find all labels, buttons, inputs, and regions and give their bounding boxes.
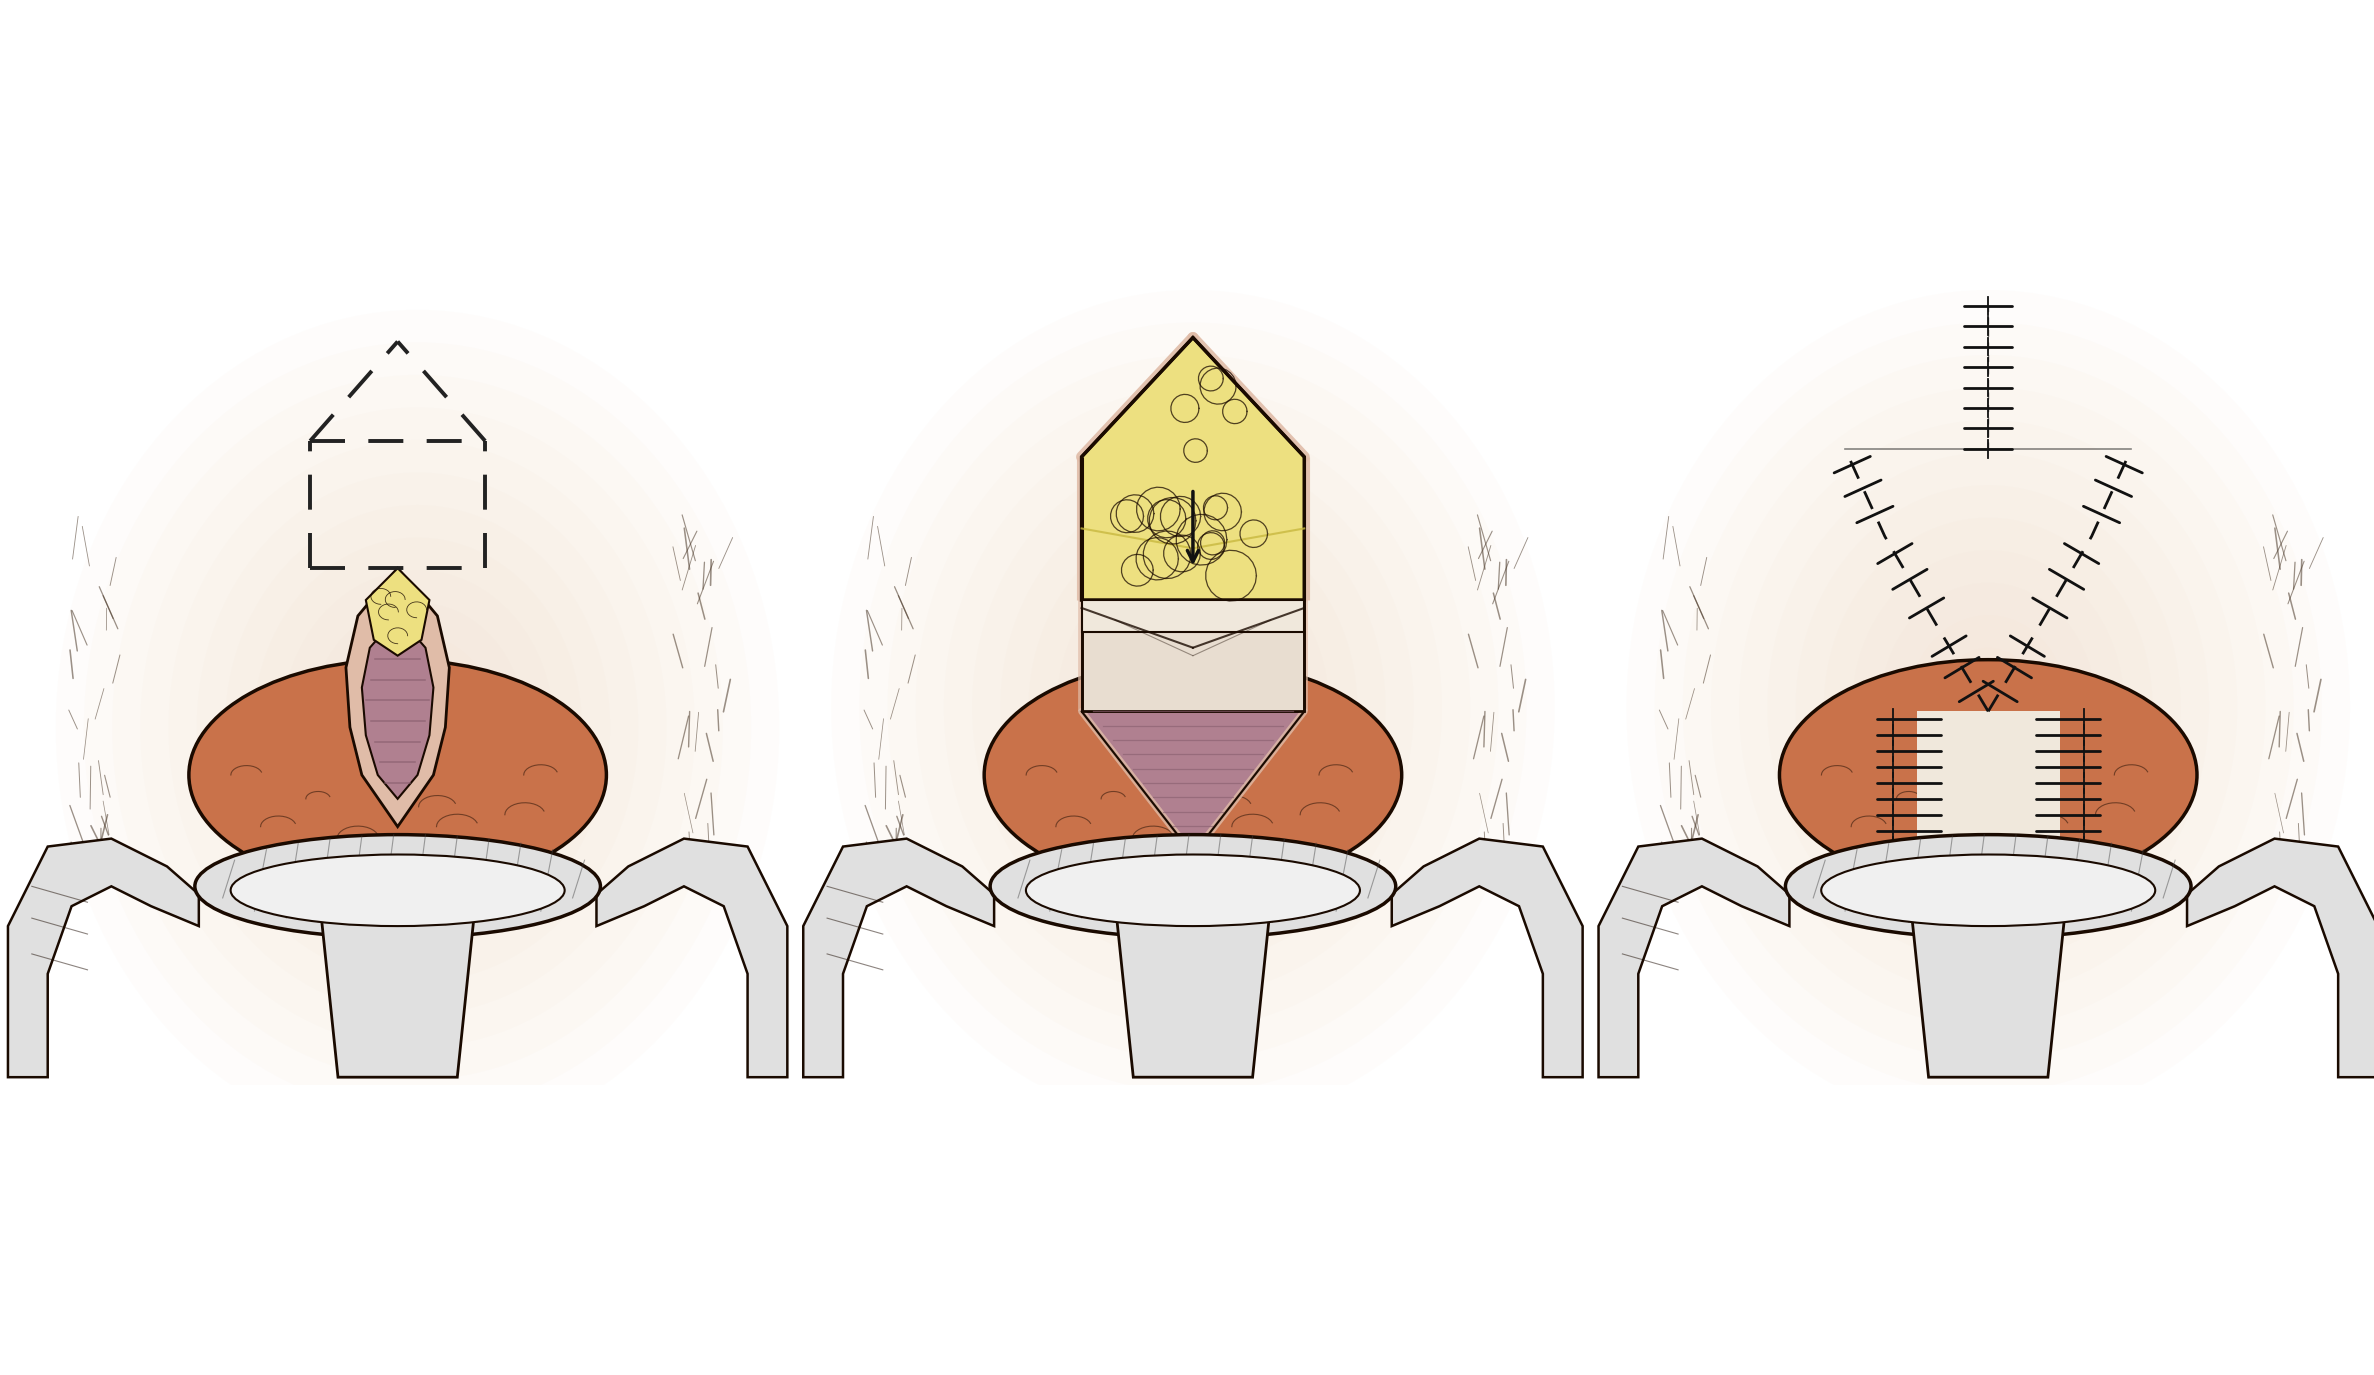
Polygon shape (1909, 887, 2068, 1077)
Polygon shape (1083, 600, 1303, 632)
Polygon shape (1598, 839, 1790, 1077)
Ellipse shape (140, 407, 696, 1048)
Ellipse shape (1780, 660, 2196, 890)
Polygon shape (2186, 839, 2374, 1077)
Ellipse shape (169, 440, 667, 1015)
Ellipse shape (280, 571, 553, 884)
Ellipse shape (1878, 683, 2099, 771)
Polygon shape (347, 568, 449, 826)
Ellipse shape (971, 452, 1415, 962)
Ellipse shape (1083, 683, 1303, 771)
Polygon shape (1113, 887, 1272, 1077)
Ellipse shape (831, 290, 1555, 1125)
Ellipse shape (1740, 419, 2236, 994)
Ellipse shape (1028, 517, 1358, 896)
Ellipse shape (1766, 452, 2210, 962)
Polygon shape (1391, 839, 1583, 1077)
Polygon shape (1083, 338, 1303, 600)
Ellipse shape (226, 505, 610, 950)
Polygon shape (318, 887, 477, 1077)
Ellipse shape (366, 668, 470, 786)
Ellipse shape (916, 388, 1470, 1027)
Polygon shape (1916, 711, 2061, 862)
Ellipse shape (1937, 648, 2039, 767)
Ellipse shape (888, 355, 1498, 1060)
Ellipse shape (999, 485, 1386, 930)
Ellipse shape (1683, 355, 2293, 1060)
Ellipse shape (1655, 322, 2322, 1092)
Ellipse shape (309, 602, 525, 852)
Ellipse shape (1712, 388, 2265, 1027)
Ellipse shape (230, 854, 565, 927)
Ellipse shape (1880, 583, 2096, 832)
Ellipse shape (985, 660, 1401, 890)
Ellipse shape (859, 322, 1526, 1092)
Ellipse shape (1821, 854, 2156, 927)
Polygon shape (802, 839, 995, 1077)
Ellipse shape (1085, 583, 1301, 832)
Ellipse shape (55, 309, 779, 1145)
Ellipse shape (1142, 648, 1244, 767)
Ellipse shape (337, 635, 499, 820)
Polygon shape (361, 616, 434, 799)
Ellipse shape (1852, 550, 2125, 865)
Ellipse shape (945, 419, 1441, 994)
Ellipse shape (197, 473, 639, 982)
Polygon shape (1083, 600, 1303, 711)
Polygon shape (7, 839, 199, 1077)
Ellipse shape (990, 835, 1396, 938)
Polygon shape (1083, 711, 1303, 854)
Ellipse shape (1056, 550, 1329, 865)
Ellipse shape (287, 683, 508, 771)
Ellipse shape (254, 538, 582, 917)
Ellipse shape (1795, 485, 2182, 930)
Ellipse shape (195, 835, 601, 938)
Ellipse shape (83, 342, 750, 1112)
Ellipse shape (112, 375, 724, 1079)
Ellipse shape (1113, 615, 1272, 800)
Ellipse shape (1823, 517, 2153, 896)
Ellipse shape (190, 660, 605, 890)
Ellipse shape (1026, 854, 1360, 927)
Ellipse shape (1785, 835, 2191, 938)
Polygon shape (596, 839, 788, 1077)
Ellipse shape (1626, 290, 2350, 1125)
Polygon shape (366, 568, 430, 656)
Ellipse shape (1909, 615, 2068, 800)
